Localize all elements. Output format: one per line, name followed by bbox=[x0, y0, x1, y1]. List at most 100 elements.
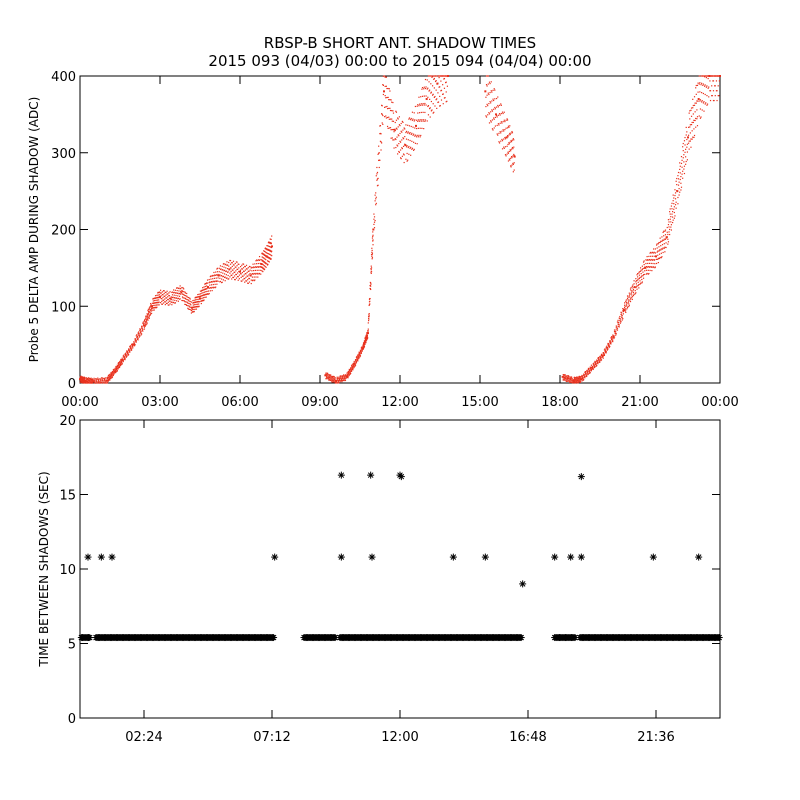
amp-point bbox=[190, 304, 192, 306]
amp-point bbox=[199, 297, 201, 300]
amp-point bbox=[333, 381, 335, 383]
amp-point bbox=[643, 260, 645, 262]
amp-point bbox=[688, 112, 690, 114]
amp-point bbox=[484, 90, 487, 93]
amp-point bbox=[407, 132, 409, 134]
amp-point bbox=[402, 145, 405, 147]
amp-point bbox=[410, 146, 412, 148]
amp-point bbox=[402, 138, 405, 140]
amp-point bbox=[402, 153, 405, 155]
amp-point bbox=[668, 226, 670, 228]
amp-point bbox=[637, 276, 639, 278]
amp-point bbox=[580, 376, 582, 378]
amp-point bbox=[593, 364, 595, 366]
amp-point bbox=[396, 144, 398, 146]
amp-point bbox=[211, 286, 213, 289]
amp-point bbox=[370, 268, 372, 270]
amp-point bbox=[488, 81, 491, 83]
amp-point bbox=[487, 75, 489, 77]
amp-point bbox=[405, 158, 407, 160]
amp-point bbox=[204, 296, 206, 298]
amp-point bbox=[656, 243, 658, 245]
amp-point bbox=[231, 274, 233, 276]
amp-point bbox=[714, 95, 716, 97]
amp-point bbox=[570, 376, 573, 378]
amp-point bbox=[649, 252, 651, 254]
amp-point bbox=[394, 129, 396, 132]
amp-point bbox=[375, 196, 377, 198]
amp-point bbox=[439, 95, 441, 98]
amp-point bbox=[698, 83, 700, 85]
amp-point bbox=[210, 275, 212, 277]
amp-point bbox=[412, 134, 414, 136]
amp-point bbox=[372, 234, 374, 236]
amp-point bbox=[362, 346, 364, 348]
amp-point bbox=[92, 380, 95, 383]
amp-point bbox=[236, 261, 238, 263]
amp-point bbox=[188, 302, 190, 305]
amp-point bbox=[489, 82, 491, 85]
amp-point bbox=[93, 378, 95, 381]
amp-point bbox=[661, 236, 663, 238]
amp-point bbox=[410, 119, 412, 121]
amp-point bbox=[139, 332, 142, 334]
amp-point bbox=[344, 378, 346, 380]
amp-point bbox=[691, 121, 693, 124]
amp-point bbox=[256, 266, 258, 268]
amp-point bbox=[200, 302, 202, 305]
amp-point bbox=[188, 305, 190, 307]
amp-point bbox=[198, 300, 200, 303]
amp-point bbox=[181, 290, 184, 292]
amp-point bbox=[365, 338, 368, 340]
amp-point bbox=[608, 344, 610, 346]
amp-point bbox=[439, 86, 441, 88]
amp-point bbox=[241, 271, 243, 274]
amp-point bbox=[399, 141, 402, 143]
amp-point bbox=[254, 273, 257, 275]
x-tick-label: 12:00 bbox=[381, 395, 418, 410]
amp-point bbox=[224, 280, 226, 282]
amp-point bbox=[705, 75, 707, 77]
amp-point bbox=[648, 258, 651, 261]
amp-point bbox=[496, 133, 498, 135]
amp-point bbox=[339, 381, 341, 383]
amp-point bbox=[434, 80, 437, 83]
amp-point bbox=[389, 109, 392, 112]
amp-point bbox=[566, 377, 569, 380]
amp-point bbox=[690, 124, 693, 126]
amp-point bbox=[662, 247, 664, 249]
amp-point bbox=[252, 263, 254, 265]
amp-point bbox=[213, 277, 216, 279]
amp-point bbox=[696, 84, 699, 86]
amp-point bbox=[578, 381, 580, 383]
amp-point bbox=[676, 183, 678, 186]
chart-title-line1: RBSP-B SHORT ANT. SHADOW TIMES bbox=[264, 34, 536, 52]
amp-point bbox=[507, 160, 510, 162]
amp-point bbox=[359, 355, 362, 357]
amp-point bbox=[629, 296, 631, 298]
amp-point bbox=[162, 294, 164, 296]
amp-point bbox=[585, 372, 587, 375]
amp-point bbox=[134, 344, 136, 346]
amp-point bbox=[680, 162, 683, 165]
amp-point bbox=[678, 187, 680, 190]
amp-point bbox=[336, 376, 338, 378]
amp-point bbox=[510, 157, 512, 159]
amp-point bbox=[642, 275, 644, 277]
amp-point bbox=[149, 310, 151, 313]
amp-point bbox=[399, 157, 402, 159]
amp-point bbox=[659, 237, 661, 239]
amp-point bbox=[620, 321, 622, 323]
amp-point bbox=[646, 272, 648, 275]
amp-point bbox=[645, 266, 647, 268]
time-point-marker bbox=[368, 553, 376, 561]
amp-point bbox=[365, 338, 367, 340]
amp-point bbox=[158, 291, 161, 293]
amp-point bbox=[228, 278, 230, 280]
amp-point bbox=[324, 374, 327, 377]
amp-point bbox=[242, 275, 244, 277]
amp-point bbox=[197, 305, 199, 307]
x-tick-label: 12:00 bbox=[381, 730, 418, 745]
amp-point bbox=[264, 254, 266, 256]
amp-point bbox=[502, 121, 504, 123]
